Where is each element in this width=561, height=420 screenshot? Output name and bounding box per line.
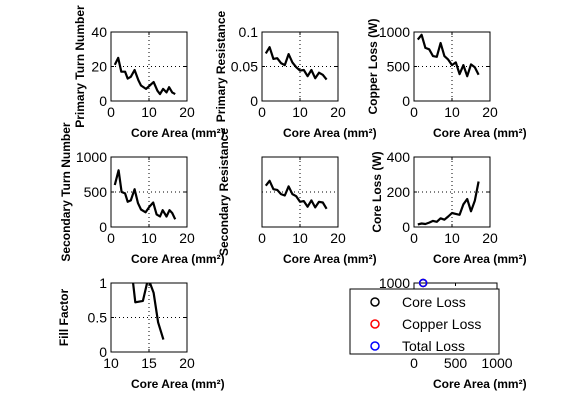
- y-tick-label: 0: [99, 219, 107, 235]
- y-tick-label: 0: [99, 93, 107, 109]
- y-tick-label: 0: [402, 93, 410, 109]
- subplot-2: 0 10 20 0 0.05 0.1 Core Area (mm²) Primary Resi…: [214, 10, 377, 140]
- data-line: [264, 46, 328, 81]
- x-axis-label: Core Area (mm²): [433, 252, 527, 266]
- y-tick-label: 0: [402, 219, 410, 235]
- y-tick-label: 1000: [379, 24, 410, 40]
- y-axis-label: Secondary Resistance: [217, 128, 231, 256]
- x-tick-label: 20: [482, 230, 498, 246]
- x-tick-label: 0: [410, 355, 418, 371]
- y-tick-label: 500: [84, 184, 108, 200]
- y-tick-label: 0.5: [88, 310, 108, 326]
- y-tick-label: 0: [99, 344, 107, 360]
- legend-marker: [370, 341, 380, 351]
- subplot-3: 0 10 20 0 500 1000 Core Area (mm²) Copper Loss …: [366, 19, 527, 141]
- y-tick-label: 0: [250, 93, 258, 109]
- y-tick-label: 0.05: [231, 59, 258, 75]
- data-line: [264, 179, 328, 210]
- y-tick-label: 500: [387, 59, 411, 75]
- y-tick-label: 40: [91, 24, 107, 40]
- y-tick-label: 200: [387, 184, 411, 200]
- x-axis-label: Core Area (mm²): [131, 252, 225, 266]
- y-tick-label: 400: [387, 149, 411, 165]
- x-tick-label: 10: [141, 230, 157, 246]
- legend-marker: [370, 297, 380, 307]
- x-tick-label: 10: [292, 230, 308, 246]
- subplot-4: 0 10 20 0 500 1000 Core Area (mm²) Secondary Tu…: [59, 122, 225, 266]
- x-tick-label: 1000: [481, 355, 512, 371]
- x-tick-label: 0: [410, 104, 418, 120]
- x-tick-label: 20: [330, 104, 346, 120]
- legend-label: Copper Loss: [402, 316, 481, 332]
- x-axis-label: Core Area (mm²): [131, 377, 225, 391]
- x-axis-label: Core Area (mm²): [433, 126, 527, 140]
- legend: Core Loss Copper Loss Total Loss: [349, 288, 500, 355]
- legend-label: Total Loss: [402, 338, 465, 354]
- legend-marker: [370, 319, 380, 329]
- x-tick-label: 20: [179, 355, 195, 371]
- data-line: [113, 56, 176, 96]
- subplot-5: 0 10 20 Core Area (mm²) Secondary Resistance: [217, 128, 377, 266]
- x-axis-label: Core Area (mm²): [131, 126, 225, 140]
- x-tick-label: 0: [258, 104, 266, 120]
- x-tick-label: 10: [141, 104, 157, 120]
- subplot-8: 0 500 1000 1000 Core Area (mm²) Core Loss Copp…: [349, 275, 527, 391]
- data-line: [113, 169, 177, 220]
- subplot-7: 10 15 20 0 0.5 1 Core Area (mm²) Fill Factor: [57, 275, 225, 391]
- x-tick-label: 20: [179, 104, 195, 120]
- y-axis-label: Primary Turn Number: [73, 5, 87, 128]
- y-tick-label: 20: [91, 59, 107, 75]
- x-axis-label: Core Area (mm²): [433, 377, 527, 391]
- x-tick-label: 0: [410, 230, 418, 246]
- x-tick-label: 15: [141, 355, 157, 371]
- x-tick-label: 0: [107, 104, 115, 120]
- x-tick-label: 10: [103, 355, 119, 371]
- data-line: [417, 181, 480, 226]
- data-line: [131, 283, 165, 340]
- x-tick-label: 20: [482, 104, 498, 120]
- y-axis-label: Primary Resistance: [214, 10, 228, 122]
- x-tick-label: 10: [444, 104, 460, 120]
- x-tick-label: 0: [107, 230, 115, 246]
- legend-label: Core Loss: [402, 294, 466, 310]
- x-tick-label: 10: [292, 104, 308, 120]
- x-tick-label: 0: [258, 230, 266, 246]
- y-tick-label: 1: [99, 275, 107, 291]
- scatter-point: [418, 278, 428, 288]
- y-tick-label: 1000: [76, 149, 107, 165]
- y-tick-label: 0.1: [239, 24, 259, 40]
- y-tick-label: 1000: [379, 275, 410, 291]
- x-tick-label: 10: [444, 230, 460, 246]
- y-axis-label: Fill Factor: [57, 289, 71, 347]
- legend-box: [349, 288, 500, 355]
- x-tick-label: 20: [330, 230, 346, 246]
- x-axis-label: Core Area (mm²): [283, 126, 377, 140]
- x-axis-label: Core Area (mm²): [283, 252, 377, 266]
- data-line: [416, 33, 480, 78]
- x-tick-label: 20: [179, 230, 195, 246]
- y-axis-label: Copper Loss (W): [366, 19, 380, 115]
- y-axis-label: Core Loss (W): [370, 151, 384, 232]
- y-axis-label: Secondary Turn Number: [59, 122, 73, 261]
- x-tick-label: 500: [444, 355, 468, 371]
- subplot-1: 0 10 20 0 20 40 Core Area (mm²) Primary Turn Nu…: [73, 5, 225, 140]
